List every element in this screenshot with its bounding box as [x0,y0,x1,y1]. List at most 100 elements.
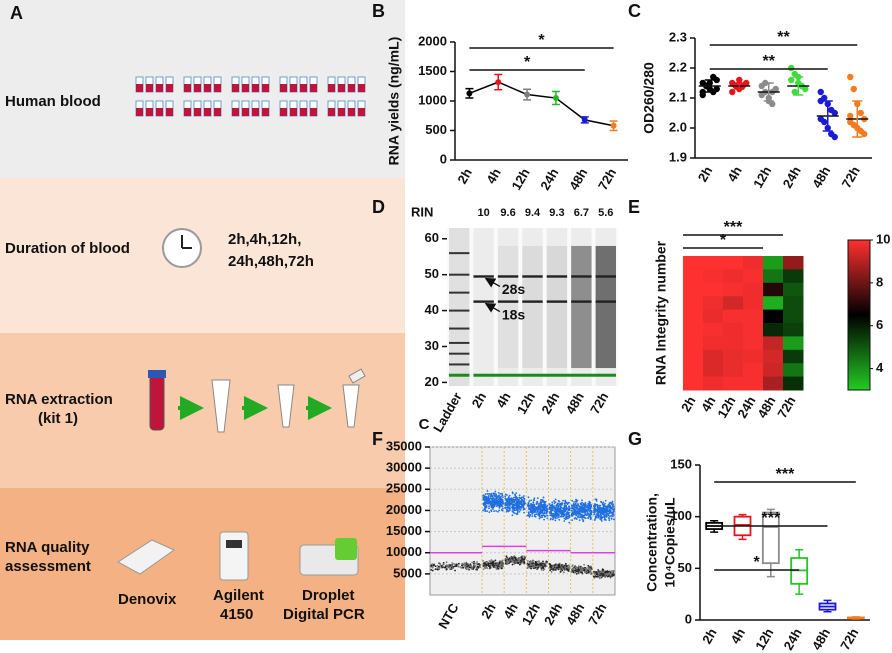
droplet [542,506,544,509]
x-tick-label: 24h [537,166,561,193]
extraction-icons [148,368,366,433]
x-tick-label: 48h [809,626,833,653]
blood [252,84,259,92]
droplet [549,566,552,568]
droplet [554,563,557,566]
rna-band [595,275,616,278]
droplet [483,562,485,565]
droplet [531,562,534,565]
droplet [507,502,510,505]
point [821,118,828,126]
panel-letter: D [372,197,385,217]
band-arrow [484,302,501,313]
droplet [508,494,511,497]
droplet [504,495,507,498]
droplet [536,509,539,512]
droplet [505,500,508,503]
droplet [557,563,560,566]
droplet [573,500,575,503]
droplet [577,512,580,515]
droplet [520,496,523,499]
droplet [484,507,487,509]
y-tick-label: 1000 [418,92,447,107]
droplet [490,492,493,495]
row-title: Human blood [5,93,101,110]
droplet [545,512,548,515]
droplet [518,558,521,560]
colorbar-tick-label: 8 [876,274,883,289]
lane [497,228,519,386]
x-tick-label: 4h [493,390,514,411]
x-tick-label: 2h [454,166,475,187]
droplet [535,502,538,505]
heat-cell [683,376,704,391]
blood [232,84,239,92]
heat-cell [723,376,744,391]
blood [146,84,153,92]
droplet [504,507,507,509]
droplet [470,565,473,568]
droplet [543,568,546,570]
rin-value: 5.6 [598,207,613,219]
heat-cell [703,323,724,337]
panel-a: A Human blood Duration of blood 2h,4h,12… [0,0,405,640]
droplet [531,560,534,563]
heat-cell [743,336,764,351]
droplet [595,571,598,573]
droplet [574,571,576,574]
droplet [509,506,511,508]
droplet [572,567,575,570]
droplet [607,514,610,517]
droplet [483,566,486,569]
droplet [550,509,553,512]
droplet [575,513,578,516]
droplet [505,498,508,501]
heat-cell [743,309,764,324]
droplet [563,517,566,520]
negative-droplets [482,559,505,571]
droplet [567,517,569,520]
tubes [135,76,366,117]
droplet [513,563,515,565]
droplet [558,562,561,565]
droplet [515,495,517,498]
y-axis-label: OD260/280 [641,62,657,134]
droplet [493,564,496,567]
droplet [564,566,567,568]
droplet [546,561,549,564]
x-tick-label: 24h [780,164,804,191]
droplet [497,498,500,501]
droplet [513,500,516,503]
droplet [544,515,547,518]
droplet [487,498,490,500]
y-axis-label: RNA yields (ng/mL) [386,37,402,166]
heat-cell [783,376,804,391]
droplet [497,495,500,497]
droplet [467,564,470,567]
row-title: Duration of blood [5,240,130,257]
droplet [563,571,565,574]
droplet [602,506,605,509]
droplet [603,511,606,514]
droplet [520,505,523,508]
droplet [488,560,491,562]
droplet [578,514,580,516]
rin-value: 9.3 [549,207,564,219]
droplet [504,501,507,504]
droplet [545,506,548,508]
rna-band [497,275,519,278]
droplet [605,515,608,518]
droplet [571,499,574,502]
blood [146,108,153,116]
droplet [510,500,513,502]
droplet [563,510,566,513]
cap [348,368,366,384]
droplet [530,502,532,505]
droplet [559,503,562,506]
droplet [564,499,567,502]
droplet [578,519,581,522]
droplet [482,494,485,497]
droplet [494,498,497,501]
y-tick-label: 20000 [386,502,422,517]
sd-bar [763,82,774,102]
